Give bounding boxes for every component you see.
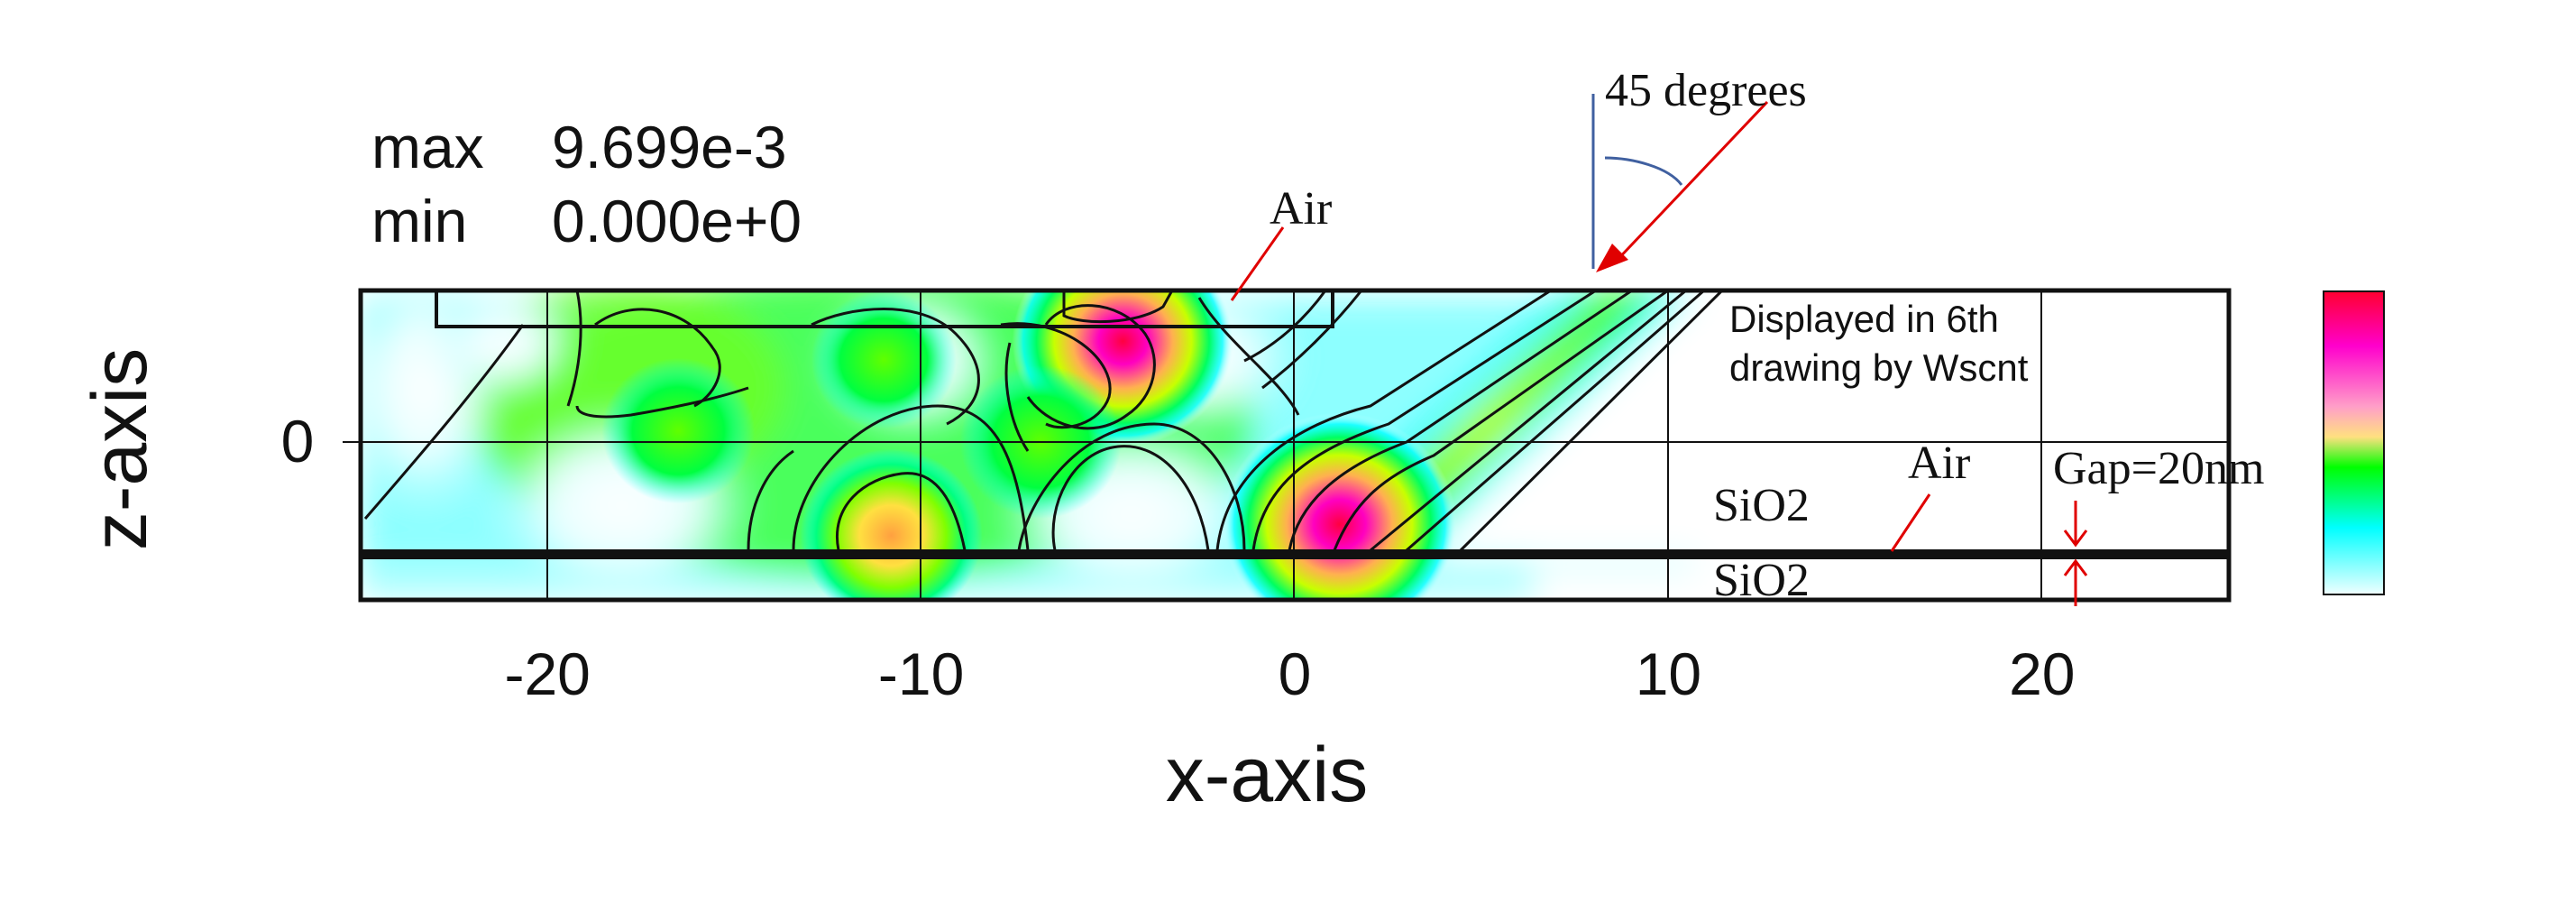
- x-tick-label: -10: [878, 640, 964, 707]
- gap-arrowhead-bottom: [2063, 558, 2088, 576]
- air-top-label: Air: [1270, 183, 1332, 235]
- sio2-lower-label: SiO2: [1713, 555, 1810, 606]
- sio2-boundary: [361, 549, 2229, 559]
- gap-arrowhead-top: [2063, 530, 2088, 548]
- air-right-pointer: [1890, 493, 1931, 552]
- min-label: min: [371, 188, 467, 254]
- sio2-upper-label: SiO2: [1713, 480, 1810, 531]
- field-hotspot: [1222, 412, 1457, 600]
- air-right-label: Air: [1908, 438, 1970, 489]
- angle-arc: [1604, 156, 1683, 186]
- gap-label: Gap=20nm: [2053, 443, 2264, 494]
- field-hotspot: [811, 290, 957, 429]
- contour-lines: [363, 290, 1724, 552]
- air-top-pointer: [1230, 226, 1285, 301]
- x-tick-label: 10: [1636, 640, 1701, 707]
- x-ticks: -20 -10 0 10 20: [505, 640, 2076, 707]
- min-value: 0.000e+0: [552, 188, 802, 254]
- displayed-line2: drawing by Wscnt: [1729, 346, 2029, 389]
- angle-label: 45 degrees: [1605, 65, 1807, 116]
- max-label: max: [371, 114, 484, 180]
- x-tick-label: -20: [505, 640, 591, 707]
- x-tick-label: 0: [1279, 640, 1312, 707]
- field-hotspot: [601, 357, 756, 504]
- displayed-line1: Displayed in 6th: [1729, 298, 1999, 340]
- plot-frame: [358, 288, 2232, 603]
- x-axis-title: x-axis: [1166, 732, 1369, 818]
- colorbar: [2323, 290, 2385, 595]
- grid: [343, 290, 2229, 600]
- incidence-arrowhead: [1596, 244, 1628, 272]
- air-slot-outline: [435, 290, 1334, 328]
- y-tick-label: 0: [281, 408, 315, 474]
- x-tick-label: 20: [2009, 640, 2075, 707]
- max-value: 9.699e-3: [552, 114, 787, 180]
- incidence-arrow: [1612, 100, 1769, 265]
- y-axis-title: z-axis: [77, 348, 163, 551]
- field-image: [361, 290, 2229, 600]
